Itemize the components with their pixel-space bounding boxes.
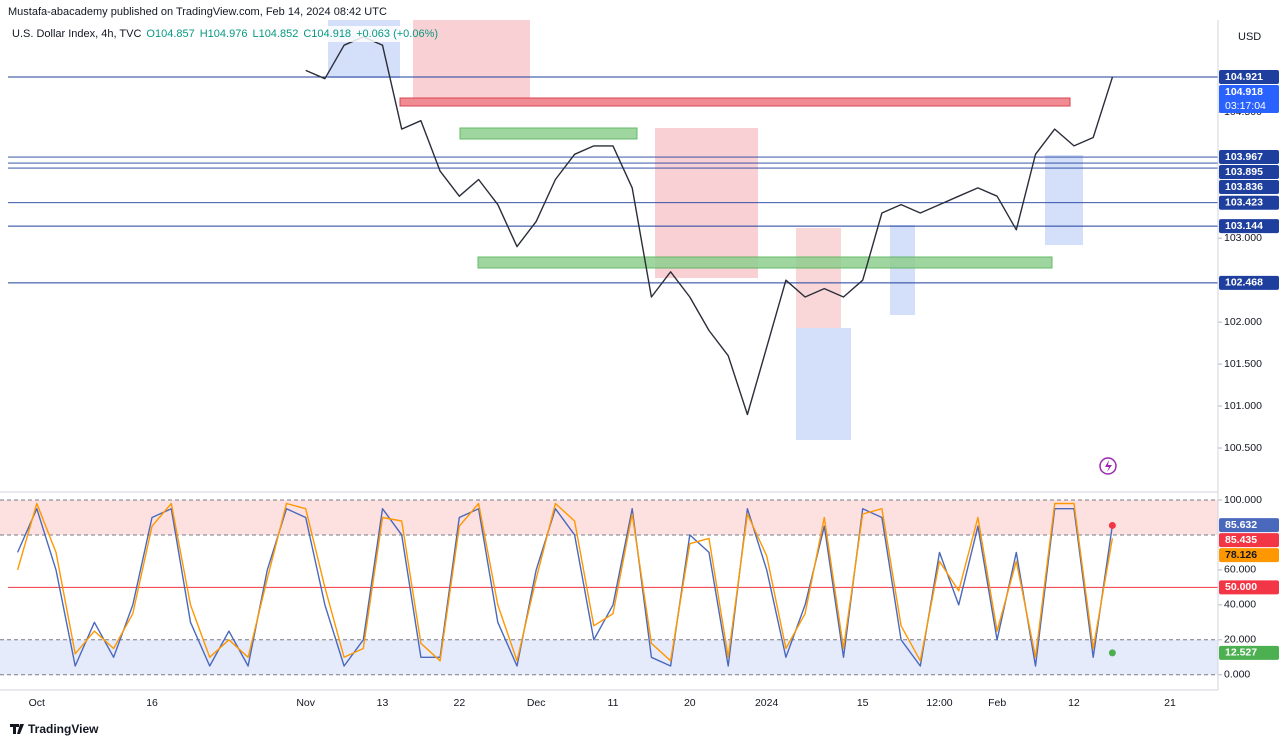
x-tick-label: 12 [1068, 697, 1080, 709]
high: H104.976 [200, 28, 248, 40]
brand-logo [10, 724, 24, 734]
y-tick-label: 40.000 [1224, 599, 1256, 611]
x-tick-label: 12:00 [926, 697, 952, 709]
price-tag-label: 78.126 [1225, 549, 1257, 561]
change: +0.063 (+0.06%) [356, 28, 438, 40]
zone-band [0, 639, 1218, 675]
y-tick-label: 101.000 [1224, 400, 1262, 412]
signal-dot [1108, 649, 1116, 657]
x-tick-label: 13 [377, 697, 389, 709]
price-tag [1219, 165, 1279, 180]
x-tick-label: Nov [296, 697, 315, 709]
price-tag-label: 85.435 [1225, 534, 1257, 546]
zone [796, 328, 851, 440]
zone-band [0, 499, 1218, 535]
price-tag-label: 102.468 [1225, 277, 1263, 289]
x-tick-label: Feb [988, 697, 1006, 709]
symbol-legend: U.S. Dollar Index, 4h, TVC O104.857 H104.9… [12, 28, 438, 40]
zone [890, 225, 915, 315]
price-tag-label: 103.967 [1225, 151, 1263, 163]
legend-bg [6, 26, 402, 42]
x-tick-label: 22 [454, 697, 466, 709]
price-tag [1219, 645, 1279, 660]
zone [1045, 155, 1083, 245]
price-tag [1219, 580, 1279, 595]
x-tick-label: Oct [29, 697, 45, 709]
close: C104.918 [303, 28, 351, 40]
alert-icon[interactable] [1099, 457, 1117, 475]
price-tag-label: 104.921 [1225, 71, 1263, 83]
price-tag [1219, 275, 1279, 290]
price-tag-label: 103.836 [1225, 181, 1263, 193]
plot-layer: 104.500103.000102.000101.500101.000100.5… [0, 36, 1279, 709]
price-tag [1219, 548, 1279, 563]
y-tick-label: 60.000 [1224, 564, 1256, 576]
price-tag [1219, 84, 1279, 113]
price-tag [1219, 518, 1279, 533]
zone [477, 256, 1053, 269]
x-tick-label: 2024 [755, 697, 779, 709]
price-tag-label: 50.000 [1225, 581, 1257, 593]
zone [399, 97, 1071, 107]
zone [459, 127, 638, 140]
y-tick-label: 101.500 [1224, 358, 1262, 370]
y-tick-label: 102.000 [1224, 316, 1262, 328]
x-tick-label: 11 [608, 697, 619, 709]
open: O104.857 [146, 28, 194, 40]
y-tick-label: 0.000 [1224, 669, 1250, 681]
zone [796, 228, 841, 328]
series-line [305, 36, 1114, 416]
symbol: U.S. Dollar Index, 4h, TVC [12, 28, 141, 40]
publisher: Mustafa-abacademy published on TradingVi… [8, 6, 387, 18]
y-tick-label: 100.000 [1224, 494, 1262, 506]
price-tag [1219, 180, 1279, 195]
brand: TradingView [28, 722, 99, 736]
y-tick-label: 100.500 [1224, 442, 1262, 454]
low: L104.852 [252, 28, 298, 40]
x-tick-label: 21 [1164, 697, 1176, 709]
price-tag [1219, 150, 1279, 165]
price-tag [1219, 195, 1279, 210]
price-tag [1219, 219, 1279, 234]
price-tag-label: 103.144 [1225, 220, 1263, 232]
x-tick-label: 16 [146, 697, 158, 709]
x-tick-label: Dec [527, 697, 546, 709]
x-tick-label: 15 [857, 697, 869, 709]
series-line [16, 502, 1114, 662]
currency: USD [1238, 31, 1261, 43]
price-tag-label: 103.423 [1225, 196, 1263, 208]
countdown: 03:17:04 [1225, 100, 1266, 112]
price-tag-label: 104.918 [1225, 86, 1263, 98]
signal-dot [1108, 521, 1116, 529]
price-tag-label: 103.895 [1225, 166, 1263, 178]
price-tag-label: 85.632 [1225, 519, 1257, 531]
y-tick-label: 103.000 [1224, 232, 1262, 244]
zone [413, 20, 530, 100]
alert-icon-bolt [1105, 460, 1112, 472]
y-tick-label: 20.000 [1224, 634, 1256, 646]
price-tag [1219, 533, 1279, 548]
price-tag [1219, 69, 1279, 84]
x-tick-label: 20 [684, 697, 696, 709]
price-tag-label: 12.527 [1225, 647, 1257, 659]
